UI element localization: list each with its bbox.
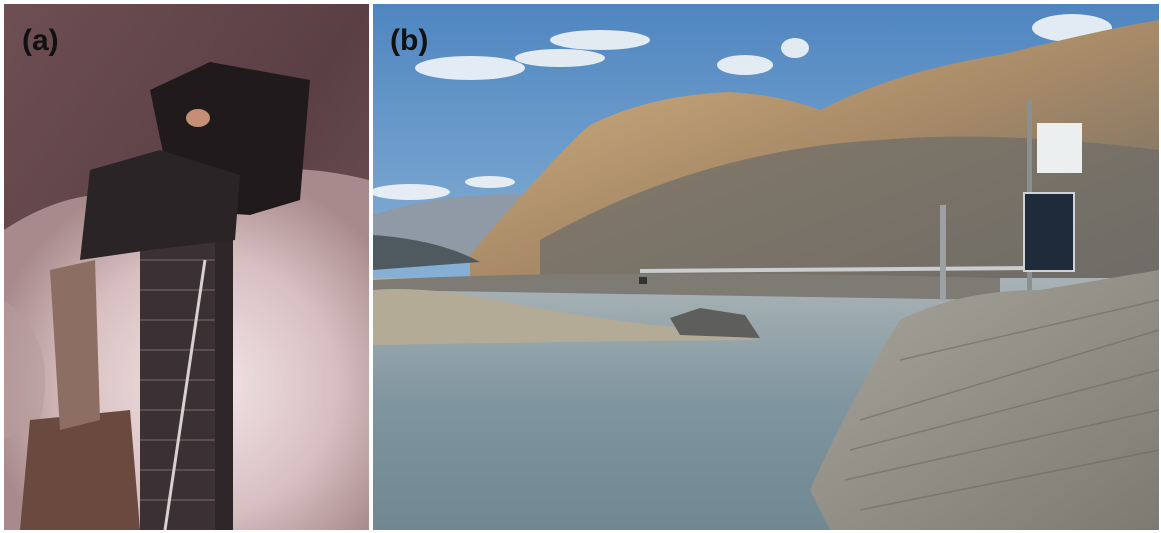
photo-a [4,4,369,530]
photo-b [373,4,1159,530]
panel-label: (a) [22,24,59,57]
panel-label: (b) [390,24,428,57]
